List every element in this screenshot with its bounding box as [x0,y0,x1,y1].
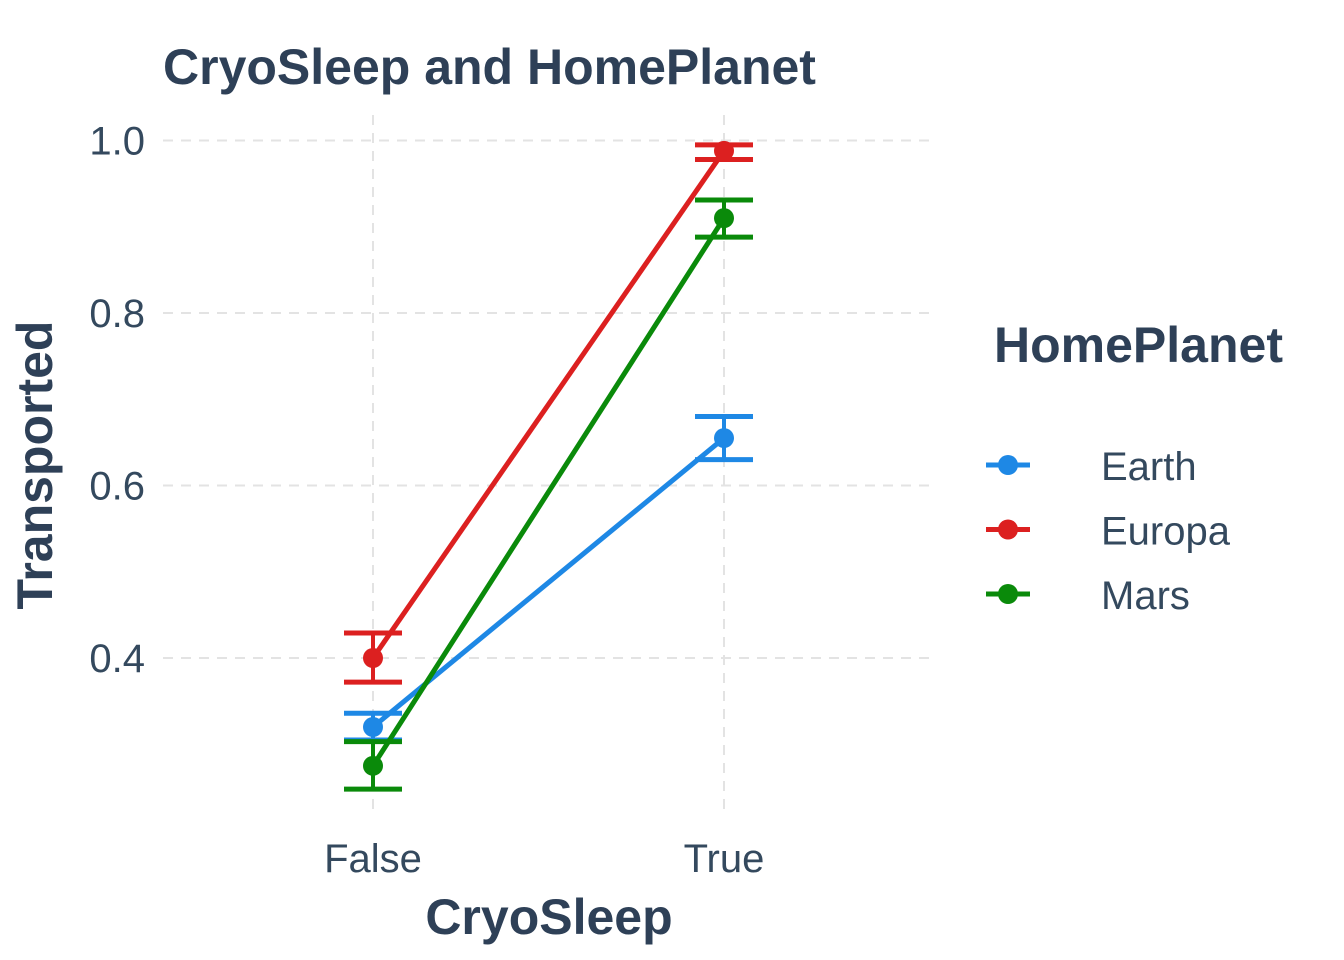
y-axis-ticks: 0.4 0.6 0.8 1.0 [89,120,145,682]
data-point [714,140,734,161]
x-axis-ticks: False True [324,837,764,881]
series-mars [344,197,753,792]
y-tick-label: 0.4 [89,637,145,681]
series-europa [344,140,753,685]
legend-label: Europa [1101,510,1231,554]
legend-title: HomePlanet [994,317,1283,373]
data-point [363,755,383,776]
chart-title: CryoSleep and HomePlanet [163,39,816,95]
legend-item-earth: Earth [986,445,1197,489]
data-point [714,428,734,449]
y-tick-label: 0.6 [89,465,145,509]
x-axis-label: CryoSleep [425,889,672,945]
x-tick-label: False [324,837,422,881]
legend-swatch-point [998,584,1018,604]
series-line [370,149,727,660]
legend-swatch-point [998,519,1018,540]
legend: HomePlanet Earth Europa Mars [986,317,1283,618]
grid [163,115,935,815]
legend-items: Earth Europa Mars [986,445,1231,618]
y-tick-label: 1.0 [89,120,145,164]
series-line [370,216,727,768]
y-tick-label: 0.8 [89,292,145,336]
data-point [363,717,383,737]
data-point [714,208,734,229]
legend-item-europa: Europa [986,510,1231,554]
legend-label: Earth [1101,445,1197,489]
y-axis-label: Transported [7,321,63,610]
series-earth [344,414,753,743]
legend-item-mars: Mars [986,574,1190,618]
x-tick-label: True [684,837,765,881]
legend-label: Mars [1101,574,1190,618]
legend-swatch-point [998,455,1018,475]
data-point [363,648,383,668]
series-layer [344,140,753,792]
